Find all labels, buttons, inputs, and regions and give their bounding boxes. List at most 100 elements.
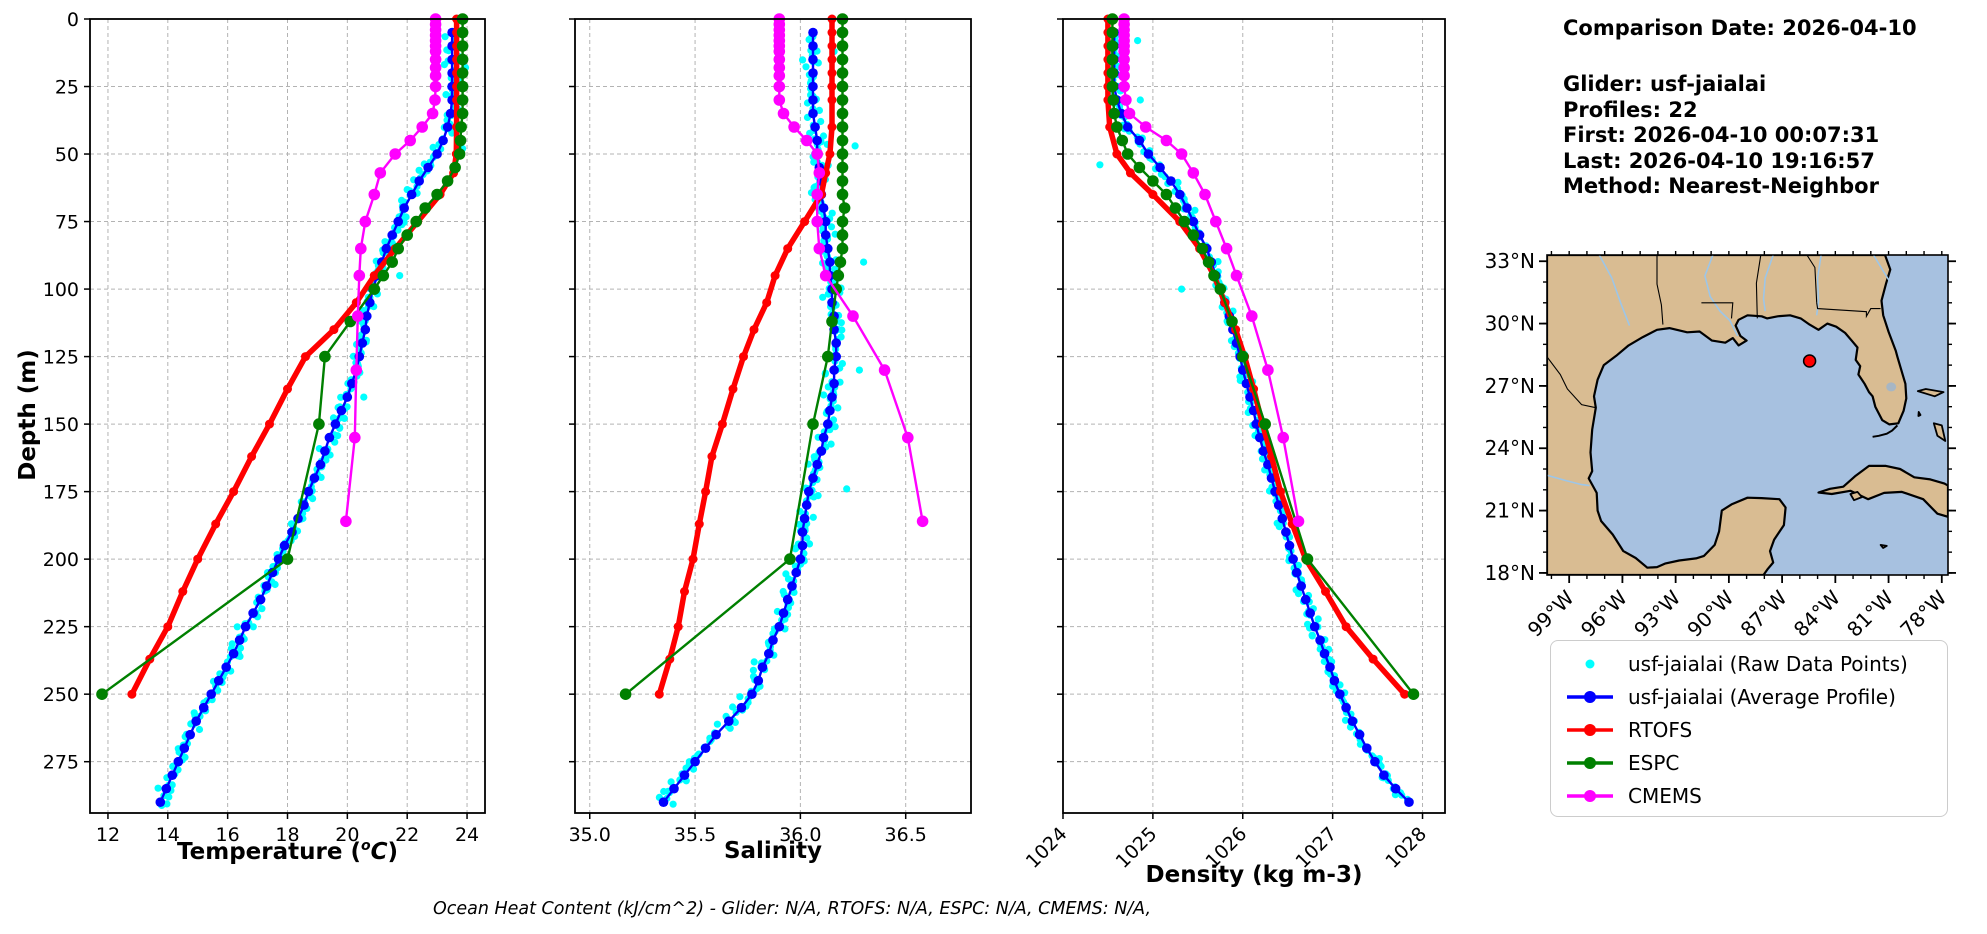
salinity-axis-label: Salinity <box>723 838 823 864</box>
map-island <box>1879 544 1888 549</box>
ocean-heat-content-note: Ocean Heat Content (kJ/cm^2) - Glider: N… <box>432 899 1152 919</box>
density-axis-label: Density (kg m-3) <box>1145 862 1363 888</box>
svg-text:81°W: 81°W <box>1842 585 1898 641</box>
temperature-average-profile-line <box>155 27 457 807</box>
map-river <box>1704 255 1739 337</box>
ticks-density <box>1057 18 1424 819</box>
map-river <box>1547 474 1590 487</box>
salinity-raw-scatter <box>655 32 868 808</box>
map-lake-okeechobee <box>1886 382 1897 392</box>
map-island <box>1849 490 1863 502</box>
density-plot-frame <box>1062 18 1446 814</box>
map-frame <box>1546 254 1949 576</box>
svg-text:93°W: 93°W <box>1629 585 1685 641</box>
ticks-salinity <box>569 18 907 819</box>
svg-text:275: 275 <box>43 752 79 774</box>
svg-text:150: 150 <box>43 414 79 436</box>
temperature-axis-label: Temperature (oC) <box>177 838 398 865</box>
legend-item-rtofs: RTOFS <box>1565 713 1947 746</box>
svg-text:27°N: 27°N <box>1485 374 1535 398</box>
temperature-cmems-line <box>340 13 442 528</box>
svg-text:21°N: 21°N <box>1485 499 1535 523</box>
svg-text:84°W: 84°W <box>1789 585 1845 641</box>
legend-label: RTOFS <box>1628 717 1693 742</box>
svg-text:18: 18 <box>275 824 299 846</box>
legend-item-raw-data: usf-jaialai (Raw Data Points) <box>1565 647 1947 680</box>
map-ticks <box>1539 251 1956 583</box>
svg-text:24°N: 24°N <box>1485 436 1535 460</box>
svg-text:225: 225 <box>43 617 79 639</box>
legend: usf-jaialai (Raw Data Points) usf-jaiala… <box>1550 640 1948 817</box>
glider-name-text: Glider: usf-jaialai <box>1563 72 1767 96</box>
grid-temperature <box>90 18 485 813</box>
svg-text:33°N: 33°N <box>1485 249 1535 273</box>
svg-text:30°N: 30°N <box>1485 312 1535 336</box>
svg-text:36.0: 36.0 <box>779 824 821 846</box>
map-river <box>1598 255 1631 326</box>
legend-item-average-profile: usf-jaialai (Average Profile) <box>1565 680 1947 713</box>
map-island <box>1917 410 1922 417</box>
svg-text:22: 22 <box>395 824 419 846</box>
svg-text:36.5: 36.5 <box>885 824 927 846</box>
svg-text:87°W: 87°W <box>1736 585 1792 641</box>
map-river <box>1872 255 1891 282</box>
glider-info-block: Glider: usf-jaialai Profiles: 22 First: … <box>1563 72 1879 200</box>
map-river <box>1762 255 1774 312</box>
svg-text:250: 250 <box>43 684 79 706</box>
salinity-average-profile-line <box>658 27 841 807</box>
svg-text:75: 75 <box>55 212 79 234</box>
panel-temperature: 12 14 16 18 20 22 24 0 25 50 75 100 125 150 175 200 225 2… <box>43 9 486 846</box>
svg-text:200: 200 <box>43 549 79 571</box>
svg-text:18°N: 18°N <box>1485 561 1535 585</box>
map-glider-position-marker <box>1802 354 1817 368</box>
espc-line-icon <box>1567 757 1613 770</box>
density-cmems-line <box>1118 13 1305 528</box>
svg-text:90°W: 90°W <box>1682 585 1738 641</box>
svg-text:96°W: 96°W <box>1576 585 1632 641</box>
map-state-border <box>1806 255 1818 303</box>
map-island <box>1932 422 1947 442</box>
legend-label: usf-jaialai (Average Profile) <box>1628 684 1896 709</box>
svg-text:14: 14 <box>156 824 180 846</box>
cmems-line-icon <box>1567 790 1613 803</box>
density-espc-line <box>1106 13 1420 700</box>
panel-density: 1024 1025 1026 1027 1028 <box>1022 13 1446 873</box>
map-state-border <box>1755 255 1762 319</box>
map-state-border <box>1656 255 1664 325</box>
average-profile-line-icon <box>1567 690 1613 703</box>
map-north-america-land <box>1547 255 1908 575</box>
salinity-plot-frame <box>574 18 972 814</box>
legend-item-espc: ESPC <box>1565 747 1947 780</box>
legend-label: usf-jaialai (Raw Data Points) <box>1628 651 1908 676</box>
svg-text:125: 125 <box>43 347 79 369</box>
legend-label: ESPC <box>1628 751 1680 776</box>
first-profile-time-text: First: 2026-04-10 00:07:31 <box>1563 123 1880 147</box>
map-state-border <box>1547 356 1596 409</box>
rtofs-line-icon <box>1567 723 1613 736</box>
svg-text:50: 50 <box>55 144 79 166</box>
ticks-temperature <box>84 18 468 819</box>
method-text: Method: Nearest-Neighbor <box>1563 174 1879 198</box>
svg-text:99°W: 99°W <box>1523 585 1579 641</box>
svg-text:78°W: 78°W <box>1895 585 1951 641</box>
svg-text:20: 20 <box>335 824 359 846</box>
raw-data-dot-icon <box>1585 659 1595 669</box>
map-cuba-land <box>1817 464 1948 518</box>
comparison-date-text: Comparison Date: 2026-04-10 <box>1563 16 1917 40</box>
temperature-raw-scatter <box>154 28 470 810</box>
map-state-border <box>1701 302 1734 319</box>
svg-text:12: 12 <box>96 824 120 846</box>
map-island <box>1916 388 1945 398</box>
grid-salinity <box>575 18 971 813</box>
svg-text:16: 16 <box>216 824 240 846</box>
svg-text:0: 0 <box>67 9 79 31</box>
panel-salinity: 35.0 35.5 36.0 36.5 <box>569 13 972 846</box>
salinity-cmems-line <box>773 13 929 528</box>
last-profile-time-text: Last: 2026-04-10 19:16:57 <box>1563 148 1875 173</box>
map-state-border <box>1816 302 1881 319</box>
svg-text:35.0: 35.0 <box>569 824 611 846</box>
svg-text:100: 100 <box>43 279 79 301</box>
svg-text:175: 175 <box>43 482 79 504</box>
svg-text:25: 25 <box>55 77 79 99</box>
